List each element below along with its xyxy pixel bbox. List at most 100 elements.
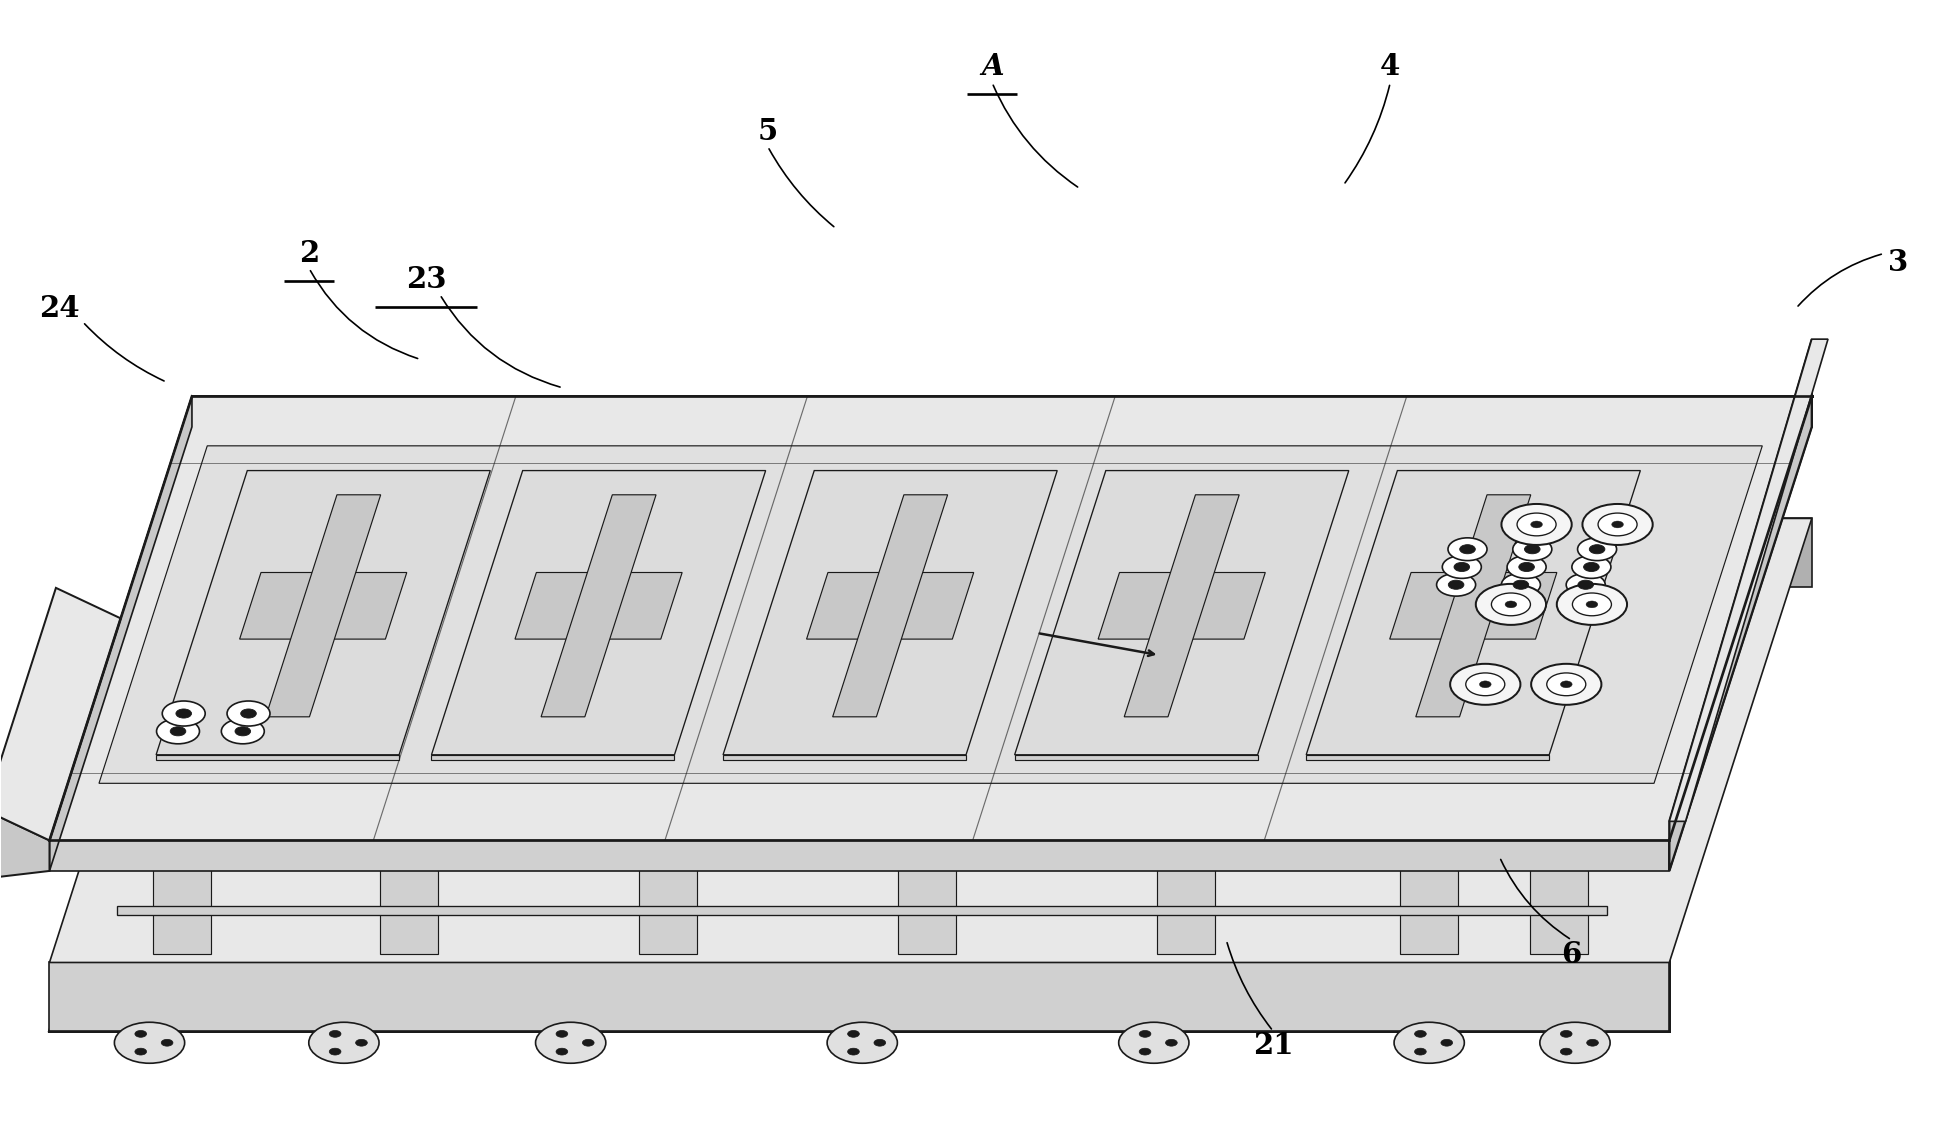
- Circle shape: [873, 1040, 885, 1047]
- Circle shape: [240, 709, 256, 718]
- Circle shape: [1449, 580, 1465, 589]
- Polygon shape: [49, 519, 1812, 962]
- Circle shape: [1414, 1031, 1426, 1037]
- Polygon shape: [1156, 805, 1234, 862]
- Circle shape: [1441, 1040, 1453, 1047]
- Circle shape: [1584, 562, 1600, 571]
- Circle shape: [1519, 562, 1535, 571]
- Circle shape: [115, 1023, 186, 1064]
- Circle shape: [1443, 555, 1480, 578]
- Polygon shape: [832, 495, 947, 717]
- Circle shape: [1531, 663, 1601, 705]
- Text: 4: 4: [1381, 52, 1400, 81]
- Circle shape: [135, 1031, 146, 1037]
- Polygon shape: [1670, 339, 1812, 871]
- Polygon shape: [152, 862, 211, 953]
- Circle shape: [1566, 573, 1605, 596]
- Circle shape: [1590, 545, 1605, 554]
- Circle shape: [535, 1023, 605, 1064]
- Circle shape: [1578, 538, 1617, 561]
- Circle shape: [1139, 1031, 1150, 1037]
- Text: 23: 23: [406, 266, 447, 294]
- Circle shape: [1476, 584, 1547, 625]
- Circle shape: [1506, 601, 1517, 608]
- Polygon shape: [1307, 755, 1549, 760]
- Circle shape: [848, 1031, 859, 1037]
- Circle shape: [1139, 1048, 1150, 1054]
- Polygon shape: [1307, 471, 1641, 755]
- Polygon shape: [1156, 862, 1215, 953]
- Text: 21: 21: [1254, 1032, 1293, 1060]
- Polygon shape: [898, 862, 957, 953]
- Polygon shape: [156, 471, 490, 755]
- Circle shape: [1586, 601, 1598, 608]
- Text: 5: 5: [758, 117, 777, 146]
- Polygon shape: [723, 755, 967, 760]
- Circle shape: [1539, 1023, 1609, 1064]
- Circle shape: [1531, 521, 1543, 528]
- Polygon shape: [49, 962, 1670, 1032]
- Polygon shape: [152, 805, 230, 862]
- Circle shape: [1414, 1048, 1426, 1054]
- Polygon shape: [639, 805, 715, 862]
- Circle shape: [848, 1048, 859, 1054]
- Polygon shape: [0, 588, 121, 840]
- Circle shape: [1451, 663, 1521, 705]
- Circle shape: [330, 1048, 342, 1054]
- Circle shape: [1459, 545, 1475, 554]
- Polygon shape: [191, 397, 1812, 426]
- Polygon shape: [1670, 397, 1812, 871]
- Circle shape: [1572, 593, 1611, 616]
- Polygon shape: [1529, 862, 1588, 953]
- Circle shape: [1517, 513, 1557, 536]
- Circle shape: [1447, 538, 1486, 561]
- Polygon shape: [100, 446, 1762, 783]
- Circle shape: [1586, 1040, 1598, 1047]
- Circle shape: [1119, 1023, 1189, 1064]
- Circle shape: [1582, 504, 1652, 545]
- Circle shape: [582, 1040, 594, 1047]
- Text: 2: 2: [299, 239, 318, 268]
- Circle shape: [135, 1048, 146, 1054]
- Polygon shape: [266, 495, 381, 717]
- Circle shape: [1508, 555, 1547, 578]
- Text: 6: 6: [1562, 940, 1582, 969]
- Circle shape: [1572, 555, 1611, 578]
- Circle shape: [1502, 504, 1572, 545]
- Polygon shape: [1529, 805, 1607, 862]
- Circle shape: [1166, 1040, 1178, 1047]
- Polygon shape: [1125, 495, 1240, 717]
- Polygon shape: [807, 572, 975, 640]
- Polygon shape: [1016, 471, 1350, 755]
- Polygon shape: [723, 471, 1057, 755]
- Circle shape: [1467, 673, 1506, 695]
- Circle shape: [1560, 681, 1572, 687]
- Circle shape: [1453, 562, 1469, 571]
- Circle shape: [1560, 1048, 1572, 1054]
- Polygon shape: [1016, 755, 1258, 760]
- Circle shape: [1525, 545, 1541, 554]
- Circle shape: [227, 701, 270, 726]
- Polygon shape: [49, 397, 1812, 840]
- Circle shape: [1480, 681, 1492, 687]
- Polygon shape: [898, 805, 975, 862]
- Circle shape: [1437, 573, 1476, 596]
- Polygon shape: [117, 906, 1607, 915]
- Circle shape: [176, 709, 191, 718]
- Polygon shape: [1400, 862, 1459, 953]
- Circle shape: [170, 726, 186, 735]
- Text: A: A: [980, 52, 1004, 81]
- Polygon shape: [0, 809, 49, 879]
- Circle shape: [1394, 1023, 1465, 1064]
- Polygon shape: [1098, 572, 1266, 640]
- Polygon shape: [379, 805, 457, 862]
- Circle shape: [1492, 593, 1531, 616]
- Circle shape: [355, 1040, 367, 1047]
- Polygon shape: [639, 862, 697, 953]
- Circle shape: [309, 1023, 379, 1064]
- Circle shape: [234, 726, 250, 735]
- Polygon shape: [516, 572, 682, 640]
- Circle shape: [221, 718, 264, 743]
- Circle shape: [156, 718, 199, 743]
- Circle shape: [1514, 538, 1553, 561]
